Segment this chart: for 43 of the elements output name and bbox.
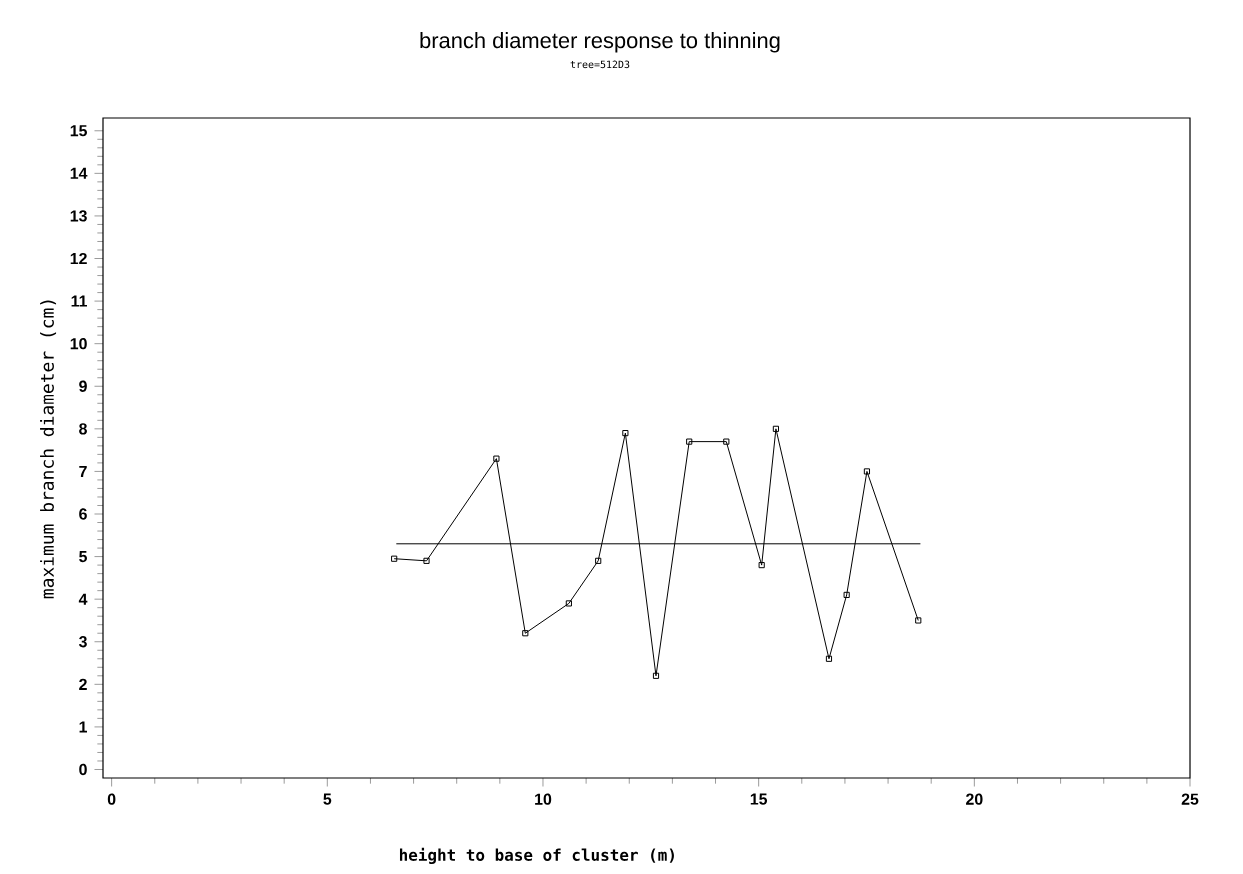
y-tick-label: 15 [70,125,87,137]
y-tick-label: 11 [71,295,87,307]
y-tick-label: 7 [79,465,87,477]
x-tick-label: 5 [323,793,332,805]
point [863,468,871,475]
y-tick-label: 12 [70,252,87,265]
y-tick-label: 10 [70,338,87,350]
y-tick-label: 0 [79,763,87,776]
point [622,430,629,437]
point [723,438,730,445]
y-tick-label: 14 [70,167,88,179]
x-tick-label: 10 [535,793,552,805]
point [565,600,572,607]
y-tick-label: 1 [79,721,87,733]
y-tick-label: 5 [79,551,87,563]
point [652,672,660,679]
y-tick-label: 2 [79,678,87,690]
y-tick-label: 8 [79,423,87,435]
y-axis-title: maximum branch diameter (cm) [40,300,57,599]
point [686,438,693,445]
x-tick-label: 15 [750,793,768,805]
point [391,555,398,562]
point [825,655,833,662]
y-tick-label: 6 [79,508,87,520]
point [772,425,779,432]
point [595,557,602,564]
y-tick-label: 4 [78,593,88,605]
point [423,557,430,564]
x-axis-title: height to base of cluster (m) [399,847,674,865]
point [843,591,850,598]
line-series [391,425,922,679]
y-tick-label: 3 [78,636,87,648]
chart-subtitle: tree=512D3 [570,60,630,69]
point [915,617,922,624]
x-tick-label: 20 [966,793,983,805]
y-tick-label: 13 [70,210,87,222]
chart-title: branch diameter response to thinning [420,32,780,53]
point [758,562,765,569]
x-tick-label: 0 [107,793,116,805]
x-tick-label: 25 [1181,793,1199,805]
point [493,455,500,462]
point [522,630,529,637]
y-tick-label: 9 [79,380,87,392]
